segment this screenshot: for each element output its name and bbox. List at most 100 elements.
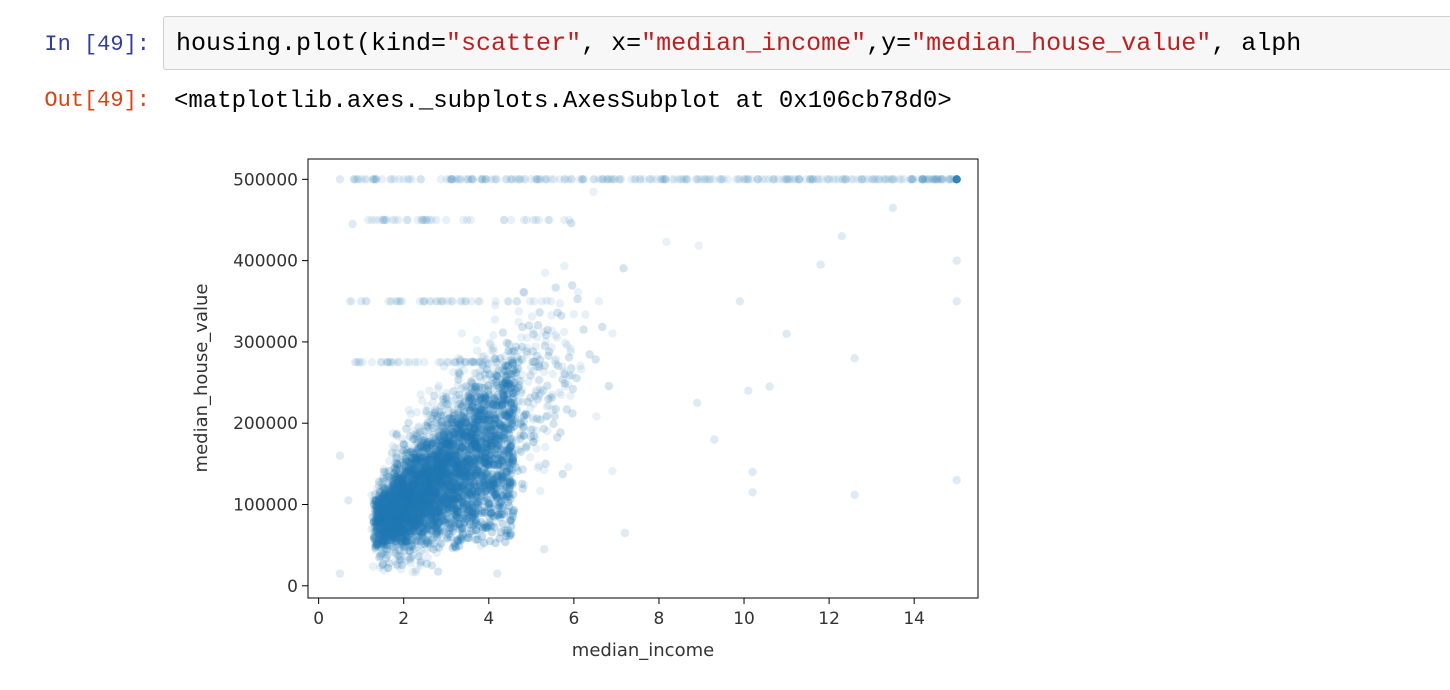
- data-point: [463, 432, 472, 441]
- data-point: [406, 494, 415, 503]
- data-point: [492, 493, 501, 502]
- data-point: [404, 486, 414, 496]
- data-point: [452, 451, 461, 460]
- data-point: [397, 491, 406, 501]
- data-point: [383, 471, 392, 480]
- data-point: [411, 457, 420, 467]
- data-point: [589, 187, 598, 197]
- data-point: [509, 381, 519, 390]
- data-point: [403, 507, 413, 516]
- data-point: [379, 515, 388, 525]
- data-point: [412, 515, 421, 524]
- data-point: [397, 508, 406, 518]
- data-point: [543, 381, 552, 390]
- data-point: [406, 558, 416, 568]
- data-point: [391, 528, 401, 538]
- data-point: [608, 329, 617, 338]
- data-point: [444, 468, 454, 478]
- data-point: [452, 458, 462, 468]
- data-point: [536, 355, 545, 364]
- code-line[interactable]: housing.plot(kind="scatter", x="median_i…: [176, 29, 1301, 58]
- data-point: [411, 471, 420, 481]
- data-point: [475, 479, 485, 488]
- data-point: [477, 437, 486, 446]
- data-point: [437, 416, 446, 425]
- data-point: [408, 468, 417, 478]
- data-point: [412, 516, 422, 525]
- data-point: [412, 434, 422, 443]
- data-point: [391, 448, 401, 458]
- data-point: [579, 325, 588, 334]
- data-point: [462, 533, 471, 543]
- data-point: [464, 448, 473, 458]
- data-point: [608, 467, 617, 476]
- data-point: [553, 308, 562, 317]
- data-point: [480, 410, 489, 420]
- data-point: [544, 351, 553, 360]
- data-point: [438, 459, 447, 468]
- data-point: [424, 478, 433, 487]
- data-point: [436, 470, 445, 480]
- data-point: [390, 505, 399, 514]
- data-point: [490, 395, 500, 404]
- data-point: [435, 484, 444, 494]
- data-point: [591, 355, 600, 364]
- data-point: [474, 406, 483, 416]
- data-point: [563, 341, 572, 350]
- data-point: [505, 436, 514, 446]
- data-point: [407, 497, 416, 506]
- data-point: [449, 510, 458, 519]
- data-point: [458, 443, 467, 452]
- data-point: [398, 538, 408, 548]
- data-point: [484, 395, 493, 405]
- data-point: [390, 498, 400, 507]
- data-point: [458, 446, 467, 455]
- code-editor[interactable]: housing.plot(kind="scatter", x="median_i…: [163, 16, 1450, 70]
- data-point: [440, 444, 449, 453]
- data-point: [436, 451, 445, 461]
- data-point: [422, 469, 432, 479]
- data-point: [449, 507, 459, 517]
- data-point: [416, 390, 425, 399]
- data-point: [441, 469, 450, 478]
- data-point: [526, 371, 535, 380]
- data-point: [518, 370, 527, 380]
- data-point: [542, 296, 551, 305]
- data-point: [515, 396, 524, 405]
- code-string-kind: "scatter": [446, 29, 582, 58]
- data-point: [385, 531, 394, 540]
- data-point: [447, 424, 456, 434]
- data-point: [400, 504, 409, 514]
- data-point: [560, 327, 569, 337]
- data-point: [577, 365, 586, 374]
- data-point: [509, 346, 518, 356]
- data-point: [422, 409, 431, 418]
- data-point: [383, 551, 392, 560]
- data-point: [441, 397, 450, 407]
- data-point: [467, 463, 476, 472]
- data-point: [491, 432, 500, 442]
- data-point: [457, 457, 466, 467]
- data-point: [394, 475, 404, 484]
- data-point: [425, 444, 435, 453]
- input-cell[interactable]: In [49]: housing.plot(kind="scatter", x=…: [0, 16, 1450, 76]
- data-point: [445, 437, 454, 446]
- data-point: [408, 454, 417, 464]
- data-point: [440, 455, 450, 465]
- data-point: [475, 372, 485, 381]
- data-point: [394, 522, 403, 531]
- data-point: [392, 490, 401, 500]
- data-point: [430, 471, 440, 481]
- data-point: [427, 455, 436, 464]
- data-point: [391, 510, 400, 520]
- data-point: [414, 474, 423, 483]
- data-point: [529, 399, 538, 408]
- code-prefix: housing.plot(kind=: [176, 29, 447, 58]
- data-point: [473, 468, 482, 478]
- data-point: [447, 463, 456, 472]
- data-point: [452, 417, 462, 426]
- data-point: [370, 527, 379, 536]
- data-point: [385, 519, 394, 529]
- data-point: [429, 545, 438, 554]
- data-point: [470, 420, 479, 429]
